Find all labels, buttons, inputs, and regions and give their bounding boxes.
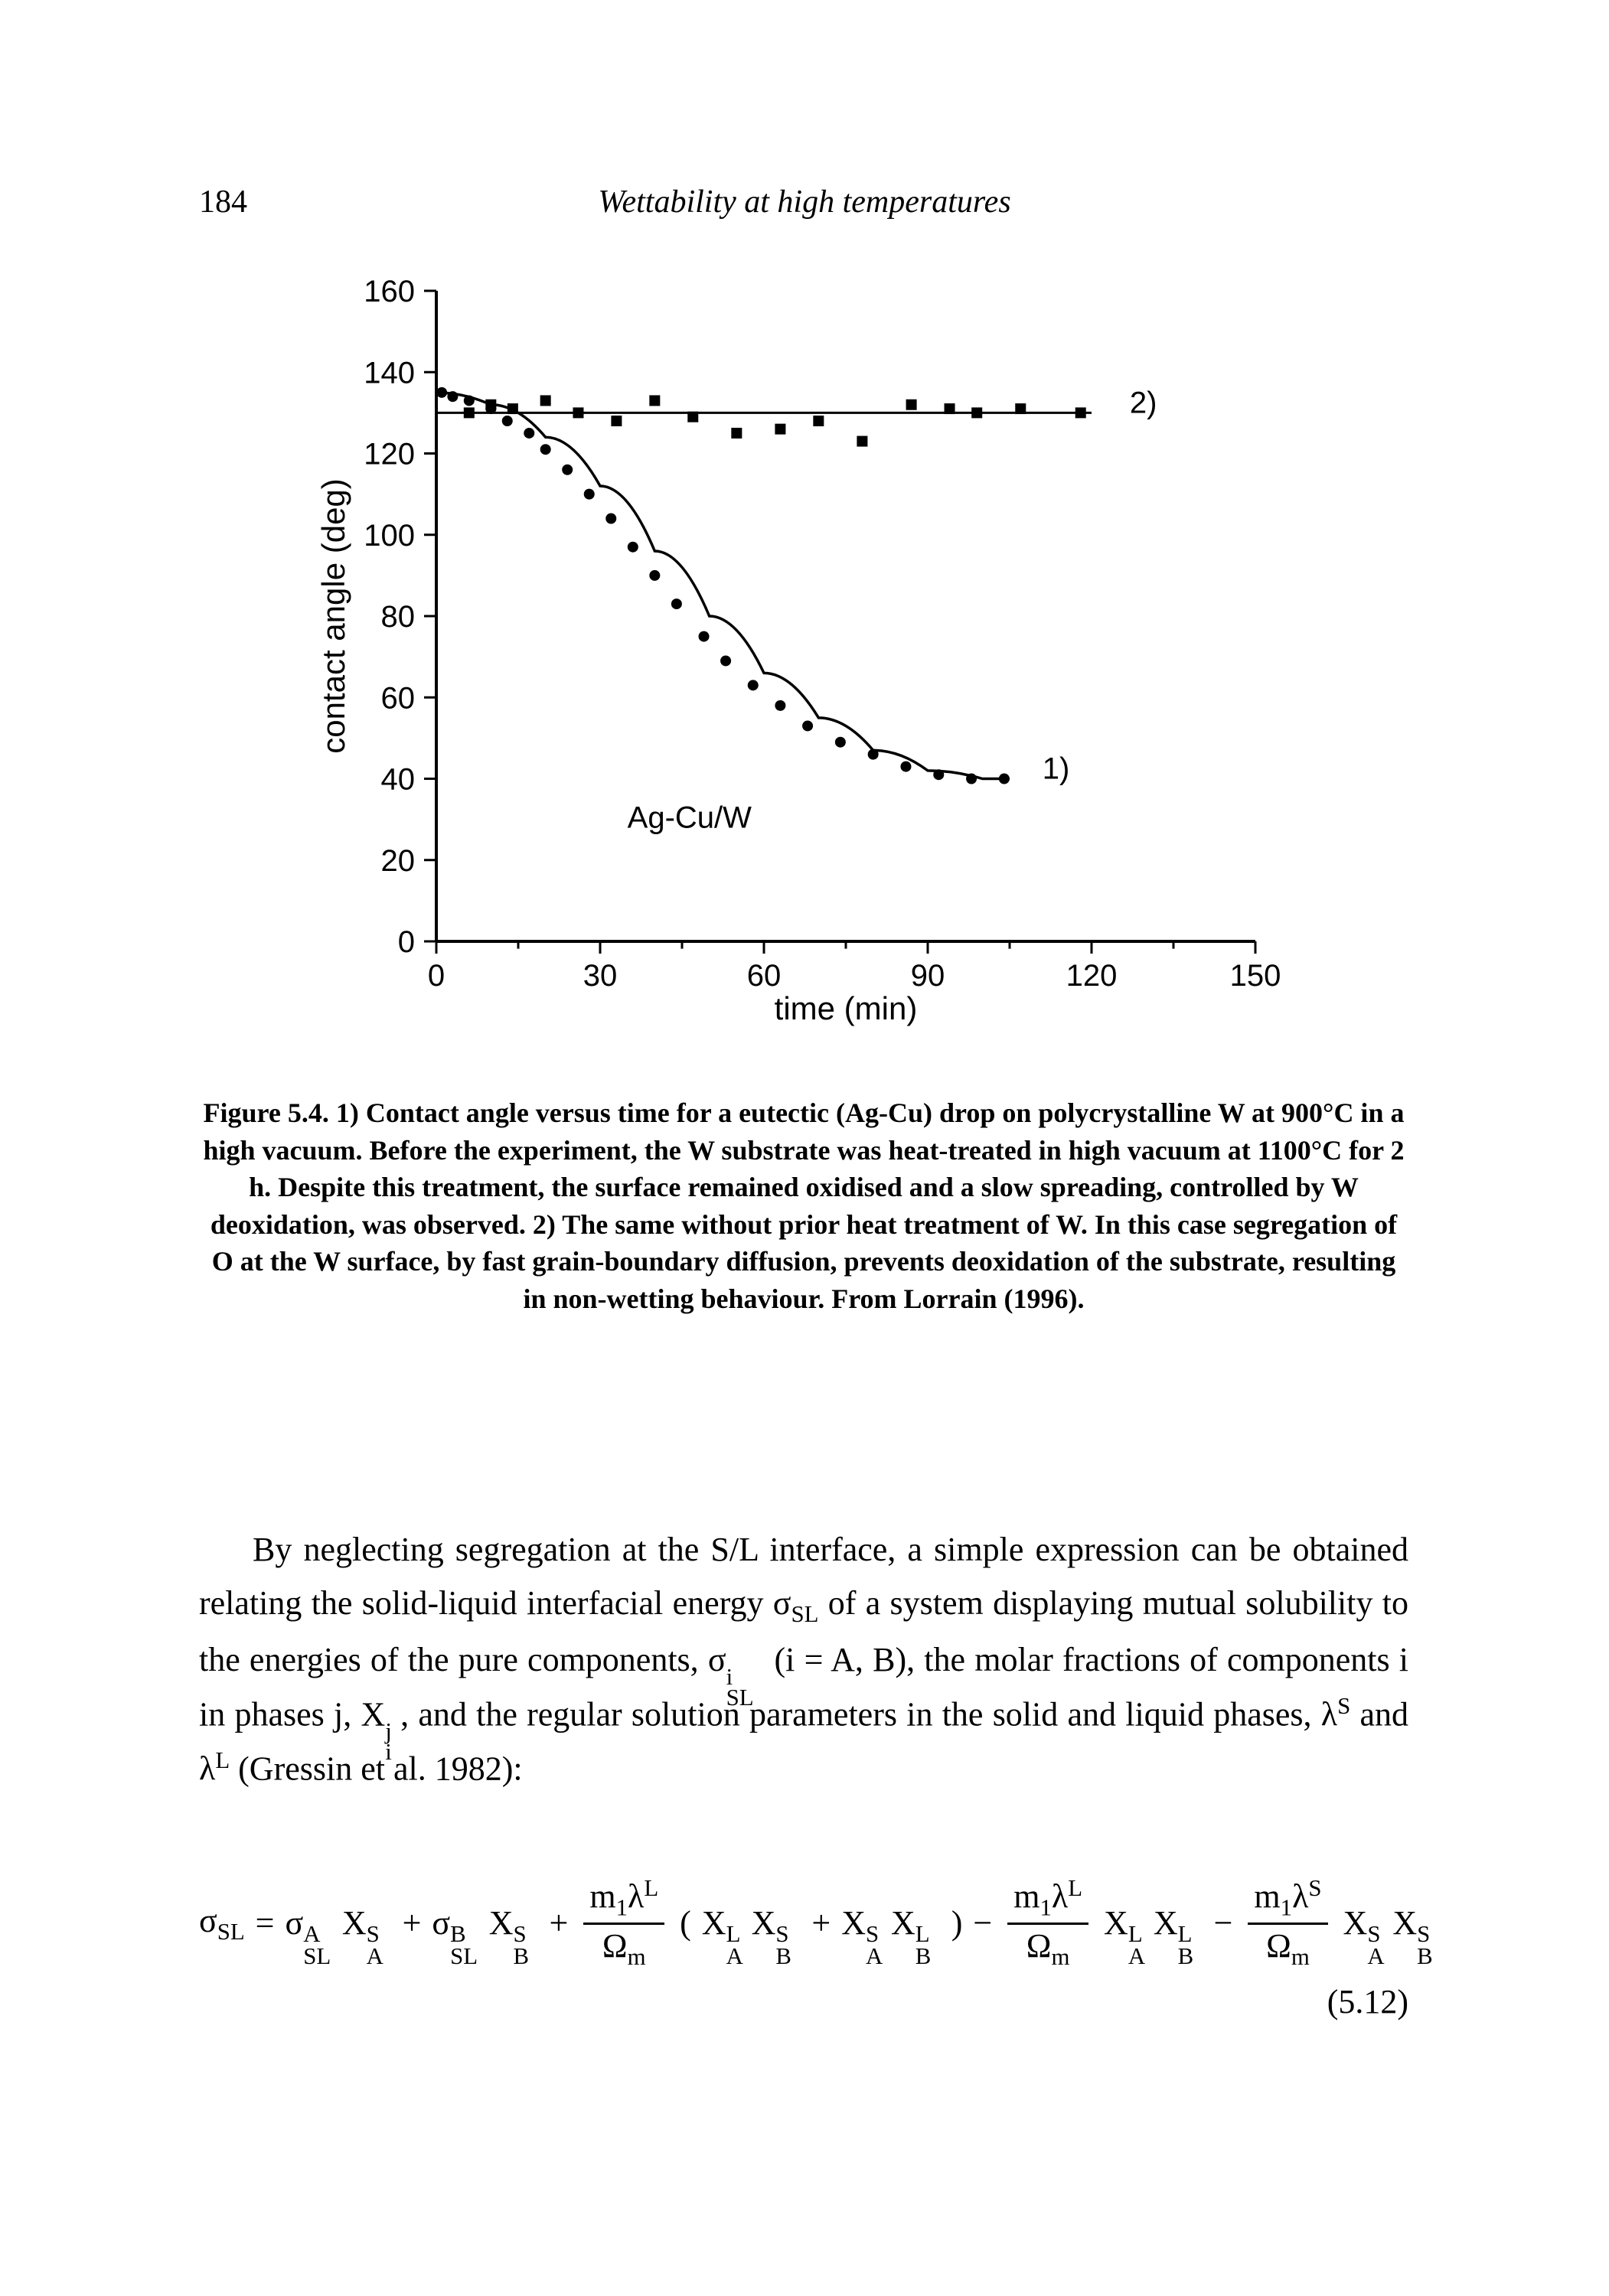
- equation-body: σSL = σASL XSA + σBSL XSB + m1λL Ωm ( XL…: [199, 1875, 1408, 1971]
- running-head: Wettability at high temperatures: [0, 184, 1609, 220]
- svg-text:90: 90: [911, 959, 945, 993]
- eq-sign: =: [256, 1903, 275, 1942]
- caption-text: 1) Contact angle versus time for a eutec…: [203, 1097, 1404, 1314]
- svg-text:160: 160: [364, 275, 415, 308]
- caption-lead: Figure 5.4.: [204, 1097, 329, 1128]
- frac-1: m1λL Ωm: [583, 1875, 664, 1971]
- paragraph: By neglecting segregation at the S/L int…: [199, 1523, 1408, 1796]
- svg-text:30: 30: [583, 959, 618, 993]
- lp: (: [680, 1903, 691, 1942]
- svg-text:0: 0: [428, 959, 445, 993]
- p1d: , and the regular solution parameters in…: [400, 1696, 1337, 1733]
- equation-number: (5.12): [1327, 1982, 1408, 2021]
- svg-text:120: 120: [1066, 959, 1118, 993]
- minus-1: −: [973, 1903, 992, 1942]
- svg-text:time (min): time (min): [775, 990, 918, 1026]
- svg-text:0: 0: [398, 925, 415, 959]
- plus-1: +: [403, 1903, 422, 1942]
- svg-text:60: 60: [381, 681, 416, 715]
- frac-2: m1λL Ωm: [1007, 1875, 1088, 1971]
- p1f: (Gressin et al. 1982):: [230, 1750, 522, 1788]
- svg-text:20: 20: [381, 844, 416, 878]
- svg-text:150: 150: [1230, 959, 1281, 993]
- svg-text:contact angle (deg): contact angle (deg): [315, 478, 351, 754]
- svg-text:60: 60: [747, 959, 782, 993]
- equation-5-12: σSL = σASL XSA + σBSL XSB + m1λL Ωm ( XL…: [199, 1875, 1408, 1971]
- svg-text:1): 1): [1043, 752, 1070, 786]
- contact-angle-chart: 0 30 60 90 120 150 0 20 40 60 80 100 120 140 160 time (…: [306, 268, 1301, 1033]
- rp: ): [951, 1903, 963, 1942]
- svg-text:120: 120: [364, 438, 415, 471]
- minus-2: −: [1214, 1903, 1233, 1942]
- svg-text:100: 100: [364, 519, 415, 553]
- svg-text:80: 80: [381, 600, 416, 634]
- svg-text:Ag-Cu/W: Ag-Cu/W: [628, 801, 752, 834]
- page: 184 Wettability at high temperatures 030…: [0, 0, 1609, 2296]
- chart-svg: 0 30 60 90 120 150 0 20 40 60 80 100 120 140 160 time (…: [306, 268, 1301, 1033]
- svg-text:2): 2): [1130, 386, 1157, 419]
- frac-3: m1λS Ωm: [1248, 1875, 1327, 1971]
- figure-caption: Figure 5.4. 1) Contact angle versus time…: [199, 1094, 1408, 1318]
- plus-2: +: [550, 1903, 569, 1942]
- svg-text:40: 40: [381, 763, 416, 797]
- svg-text:140: 140: [364, 356, 415, 390]
- plus-3: +: [811, 1903, 831, 1942]
